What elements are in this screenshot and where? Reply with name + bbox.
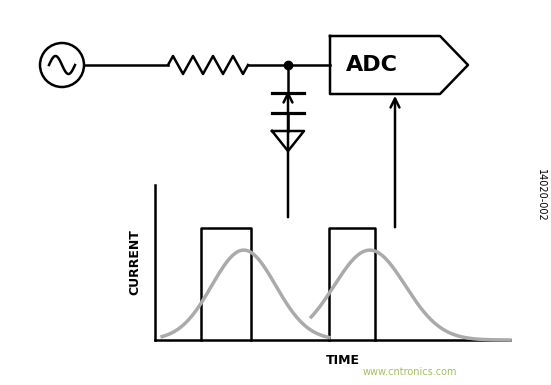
Text: TIME: TIME xyxy=(326,353,359,367)
Text: 14020-002: 14020-002 xyxy=(536,169,546,221)
Text: www.cntronics.com: www.cntronics.com xyxy=(363,367,457,377)
Text: CURRENT: CURRENT xyxy=(128,229,142,295)
Text: ADC: ADC xyxy=(346,55,398,75)
